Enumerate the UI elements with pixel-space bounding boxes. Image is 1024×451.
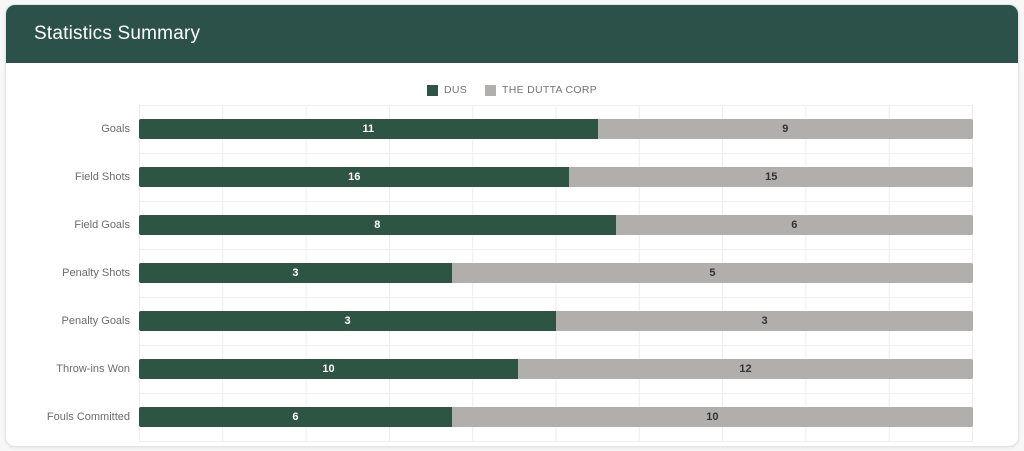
legend-item-the-dutta-corp[interactable]: THE DUTTA CORP	[485, 84, 597, 96]
bar-segment-dus-goals[interactable]: 11	[139, 119, 598, 139]
legend-swatch-dus	[426, 84, 438, 96]
bar-segment-the-dutta-corp-fouls-committed[interactable]: 10	[451, 407, 973, 427]
value-label: 10	[322, 363, 335, 375]
bar-segment-the-dutta-corp-penalty-shots[interactable]: 5	[451, 263, 973, 283]
bar-row-fouls-committed: Fouls Committed 6 10	[6, 393, 973, 441]
bar-row-throw-ins-won: Throw-ins Won 10 12	[6, 345, 973, 393]
bar-segment-the-dutta-corp-throw-ins-won[interactable]: 12	[518, 359, 973, 379]
value-label: 15	[765, 171, 778, 183]
category-label-field-goals: Field Goals	[74, 219, 130, 231]
bar-row-penalty-goals: Penalty Goals 3 3	[6, 297, 973, 345]
value-label: 12	[739, 363, 752, 375]
bar-segment-dus-field-shots[interactable]: 16	[139, 167, 570, 187]
value-label: 9	[782, 123, 789, 135]
bar-segment-dus-penalty-shots[interactable]: 3	[139, 263, 452, 283]
value-label: 3	[344, 315, 351, 327]
legend-label: THE DUTTA CORP	[502, 84, 598, 96]
stacked-bar-field-shots: 16 15	[139, 167, 973, 187]
stacked-bar-chart: Goals 11 9 Field Shots 16 15 Field Goals 8 6 Pena…	[6, 105, 973, 441]
value-label: 6	[791, 219, 798, 231]
category-label-throw-ins-won: Throw-ins Won	[56, 363, 130, 375]
bar-segment-the-dutta-corp-goals[interactable]: 9	[597, 119, 973, 139]
statistics-summary-card: Statistics Summary DUS THE DUTTA CORP Goa…	[5, 4, 1019, 447]
value-label: 6	[292, 411, 299, 423]
bar-segment-the-dutta-corp-penalty-goals[interactable]: 3	[556, 311, 973, 331]
value-label: 11	[362, 123, 375, 135]
bar-segment-dus-penalty-goals[interactable]: 3	[139, 311, 556, 331]
category-label-fouls-committed: Fouls Committed	[46, 411, 130, 423]
bar-segment-dus-field-goals[interactable]: 8	[139, 215, 616, 235]
stacked-bar-throw-ins-won: 10 12	[139, 359, 973, 379]
page-title: Statistics Summary	[34, 23, 201, 44]
bar-segment-dus-fouls-committed[interactable]: 6	[139, 407, 452, 427]
bar-row-field-shots: Field Shots 16 15	[6, 153, 973, 201]
chart-legend: DUS THE DUTTA CORP	[6, 83, 1018, 97]
bar-segment-the-dutta-corp-field-goals[interactable]: 6	[615, 215, 973, 235]
bar-row-goals: Goals 11 9	[6, 105, 973, 153]
legend-item-dus[interactable]: DUS	[426, 84, 468, 96]
category-label-penalty-goals: Penalty Goals	[61, 315, 130, 327]
value-label: 10	[706, 411, 719, 423]
bar-row-penalty-shots: Penalty Shots 3 5	[6, 249, 973, 297]
bar-segment-the-dutta-corp-field-shots[interactable]: 15	[569, 167, 973, 187]
category-label-goals: Goals	[101, 123, 130, 135]
legend-swatch-the-dutta-corp	[485, 84, 497, 96]
card-header: Statistics Summary	[6, 5, 1018, 63]
category-label-field-shots: Field Shots	[74, 171, 130, 183]
value-label: 16	[348, 171, 361, 183]
value-label: 8	[374, 219, 381, 231]
legend-label: DUS	[443, 84, 468, 96]
category-label-penalty-shots: Penalty Shots	[62, 267, 130, 279]
bar-segment-dus-throw-ins-won[interactable]: 10	[139, 359, 519, 379]
bar-row-field-goals: Field Goals 8 6	[6, 201, 973, 249]
value-label: 3	[292, 267, 299, 279]
value-label: 3	[761, 315, 768, 327]
stacked-bar-goals: 11 9	[139, 119, 973, 139]
stacked-bar-fouls-committed: 6 10	[139, 407, 973, 427]
value-label: 5	[709, 267, 716, 279]
